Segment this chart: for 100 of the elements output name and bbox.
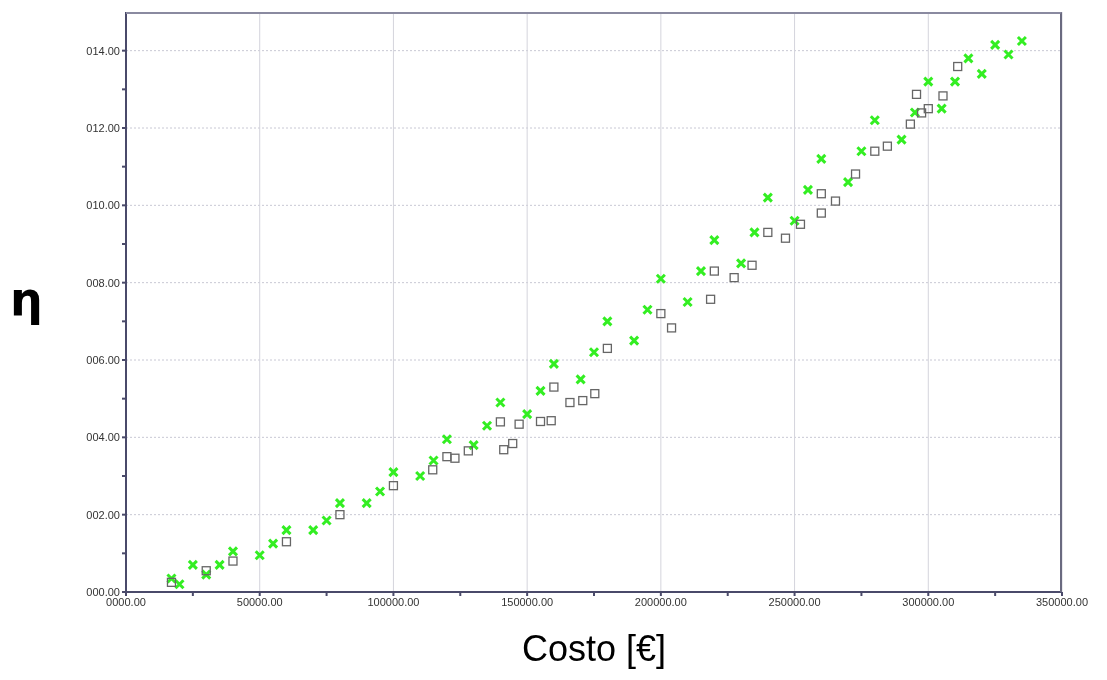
point — [428, 465, 438, 475]
point — [708, 234, 720, 246]
point — [450, 453, 460, 463]
point — [816, 208, 826, 218]
point — [855, 145, 867, 157]
y-tick-label: 014.00 — [86, 44, 120, 57]
point — [546, 416, 556, 426]
y-tick-label: 004.00 — [86, 431, 120, 444]
point — [602, 343, 613, 354]
y-tick-label: 008.00 — [86, 276, 120, 289]
point — [962, 52, 974, 64]
point — [334, 497, 346, 509]
point — [535, 385, 547, 397]
point — [976, 68, 988, 80]
point — [442, 452, 452, 462]
point — [601, 315, 613, 327]
point — [705, 294, 716, 304]
point — [905, 119, 916, 129]
point — [463, 446, 473, 456]
x-tick-label: 350000.00 — [1036, 595, 1088, 608]
point — [481, 420, 493, 432]
point — [802, 184, 814, 196]
point — [521, 408, 533, 420]
point — [281, 537, 292, 547]
point — [495, 417, 506, 427]
point — [374, 485, 386, 497]
point — [508, 438, 518, 449]
point — [388, 481, 399, 491]
point — [628, 335, 640, 347]
point — [499, 445, 509, 455]
point — [953, 61, 963, 72]
point — [949, 76, 961, 88]
point — [565, 397, 575, 408]
y-tick-label: 002.00 — [86, 508, 120, 521]
x-tick-label: 200000.00 — [634, 595, 687, 608]
point — [682, 296, 694, 308]
point — [816, 189, 826, 199]
y-tick-label: 010.00 — [86, 199, 120, 212]
point — [578, 395, 588, 406]
point — [936, 103, 948, 115]
point — [214, 559, 226, 571]
point — [514, 419, 524, 429]
point — [938, 91, 948, 101]
point — [870, 146, 880, 156]
point — [201, 566, 211, 576]
y-axis-title: η — [10, 272, 43, 326]
point — [590, 388, 600, 399]
point — [321, 514, 333, 526]
x-tick-label: 150000.00 — [501, 595, 554, 608]
point — [361, 497, 373, 509]
point — [842, 176, 854, 188]
point — [729, 272, 739, 283]
point — [923, 104, 933, 114]
x-tick-label: 100000.00 — [367, 595, 420, 608]
point — [641, 304, 653, 316]
point — [173, 578, 185, 590]
point — [254, 549, 266, 561]
point — [588, 346, 600, 358]
point — [780, 233, 791, 243]
point — [735, 257, 747, 269]
point — [548, 358, 560, 370]
point — [911, 89, 922, 100]
point — [335, 510, 345, 520]
point — [869, 114, 881, 126]
x-axis-title: Costo [€] — [521, 628, 667, 669]
point — [414, 470, 426, 482]
point — [896, 134, 908, 146]
point — [815, 153, 827, 165]
point — [549, 382, 559, 392]
point — [748, 226, 760, 238]
point — [187, 559, 199, 571]
point — [494, 397, 506, 409]
point — [916, 108, 927, 118]
point — [695, 265, 707, 277]
point — [762, 192, 774, 204]
y-tick-label: 012.00 — [86, 121, 120, 134]
point — [763, 227, 773, 238]
y-tick-label: 000.00 — [86, 585, 120, 598]
point — [1003, 49, 1015, 61]
point — [747, 260, 757, 270]
point — [228, 556, 238, 566]
point — [280, 524, 292, 536]
point — [387, 466, 399, 478]
point — [441, 433, 453, 445]
point — [655, 273, 667, 285]
x-tick-label: 300000.00 — [902, 595, 955, 608]
point — [1016, 35, 1028, 47]
point — [989, 39, 1001, 51]
point — [307, 524, 319, 536]
point — [656, 308, 666, 319]
point — [795, 219, 806, 229]
point — [227, 545, 239, 557]
point — [575, 373, 587, 385]
point — [428, 455, 440, 467]
point — [830, 196, 841, 206]
point — [666, 323, 677, 333]
point — [882, 141, 893, 151]
y-tick-label: 006.00 — [86, 353, 120, 366]
x-tick-label: 0000.00 — [106, 595, 146, 608]
point — [267, 538, 279, 550]
